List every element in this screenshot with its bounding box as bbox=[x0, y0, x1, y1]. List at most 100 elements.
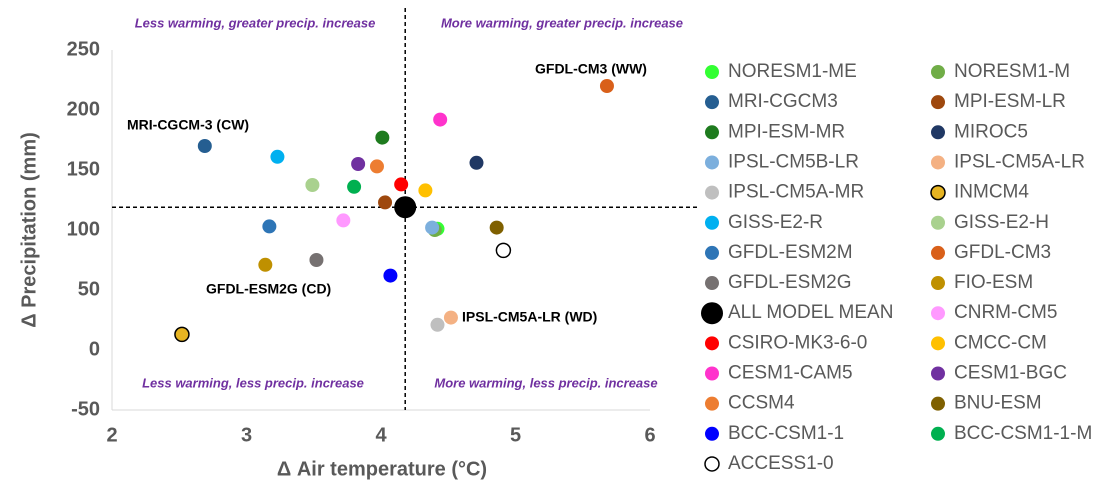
legend-label: MIROC5 bbox=[954, 121, 1028, 142]
point bbox=[197, 139, 212, 153]
legend-marker bbox=[705, 185, 719, 200]
legend-label: GFDL-ESM2G bbox=[728, 272, 852, 293]
point bbox=[174, 326, 190, 343]
legend-marker bbox=[705, 426, 719, 441]
legend-marker bbox=[931, 65, 945, 79]
point bbox=[495, 242, 512, 259]
point bbox=[305, 178, 320, 192]
legend-marker bbox=[931, 245, 945, 260]
legend-label: GFDL-CM3 bbox=[954, 242, 1051, 263]
legend-marker bbox=[931, 276, 945, 291]
x-tick-label: 6 bbox=[644, 424, 655, 446]
legend-marker bbox=[931, 155, 945, 170]
legend-marker bbox=[705, 245, 719, 260]
legend-marker bbox=[931, 215, 945, 230]
point bbox=[336, 213, 351, 228]
point bbox=[394, 196, 417, 219]
legend-marker bbox=[705, 366, 719, 381]
y-tick-label: 0 bbox=[89, 338, 100, 360]
legend-marker bbox=[701, 302, 723, 325]
point bbox=[270, 149, 285, 164]
legend-label: NORESM1-M bbox=[954, 61, 1070, 82]
point bbox=[369, 159, 384, 174]
point bbox=[394, 177, 409, 192]
legend-label: ALL MODEL MEAN bbox=[728, 302, 893, 323]
legend-label: NORESM1-ME bbox=[728, 61, 857, 82]
x-tick-label: 2 bbox=[106, 424, 117, 446]
legend-marker bbox=[931, 125, 945, 140]
annotation: IPSL-CM5A-LR (WD) bbox=[462, 309, 597, 325]
annotation: MRI-CGCM-3 (CW) bbox=[127, 117, 249, 133]
legend-label: MPI-ESM-MR bbox=[728, 121, 845, 142]
x-tick-label: 5 bbox=[510, 424, 521, 446]
legend-marker bbox=[705, 125, 719, 140]
point bbox=[443, 310, 458, 325]
legend-label: ACCESS1-0 bbox=[728, 453, 834, 474]
legend-marker bbox=[705, 155, 719, 170]
point bbox=[375, 130, 390, 145]
legend-marker bbox=[705, 95, 719, 110]
legend-marker bbox=[931, 306, 945, 321]
legend-label: MRI-CGCM3 bbox=[728, 91, 838, 112]
legend-marker bbox=[931, 336, 945, 351]
legend-label: GISS-E2-R bbox=[728, 212, 823, 233]
legend-marker bbox=[931, 396, 945, 411]
legend-marker bbox=[930, 184, 946, 201]
annotation: GFDL-CM3 (WW) bbox=[535, 61, 647, 77]
y-tick-label: 50 bbox=[78, 278, 100, 300]
legend-marker bbox=[705, 336, 719, 351]
legend-marker bbox=[705, 215, 719, 230]
annotation: GFDL-ESM2G (CD) bbox=[206, 281, 331, 297]
point bbox=[425, 220, 440, 235]
point bbox=[262, 219, 277, 234]
legend-label: CESM1-CAM5 bbox=[728, 363, 853, 384]
point bbox=[433, 112, 448, 127]
legend-label: GISS-E2-H bbox=[954, 212, 1049, 233]
legend-marker bbox=[931, 366, 945, 381]
legend-marker bbox=[931, 426, 945, 441]
point bbox=[258, 257, 273, 272]
quadrant-label: More warming, less precip. increase bbox=[434, 375, 657, 390]
point bbox=[469, 155, 484, 170]
legend-label: IPSL-CM5A-MR bbox=[728, 182, 864, 203]
legend-label: INMCM4 bbox=[954, 182, 1029, 203]
point bbox=[383, 268, 398, 283]
y-tick-label: 100 bbox=[67, 218, 100, 240]
point bbox=[351, 157, 366, 171]
y-tick-label: 200 bbox=[67, 98, 100, 120]
point bbox=[418, 183, 433, 198]
point bbox=[599, 79, 614, 93]
legend-marker bbox=[704, 456, 720, 472]
legend-label: CNRM-CM5 bbox=[954, 302, 1057, 323]
y-tick-label: -50 bbox=[71, 398, 100, 420]
legend-label: CCSM4 bbox=[728, 393, 795, 414]
y-axis-title: Δ Precipitation (mm) bbox=[18, 132, 40, 328]
point bbox=[309, 253, 324, 267]
legend-label: BCC-CSM1-1-M bbox=[954, 423, 1092, 444]
quadrant-label: Less warming, greater precip. increase bbox=[135, 15, 376, 30]
legend-label: MPI-ESM-LR bbox=[954, 91, 1066, 112]
x-tick-label: 4 bbox=[375, 424, 387, 446]
point bbox=[489, 220, 504, 235]
x-tick-label: 3 bbox=[241, 424, 252, 446]
point bbox=[430, 317, 445, 332]
legend-label: IPSL-CM5B-LR bbox=[728, 151, 859, 172]
legend-marker bbox=[705, 65, 719, 79]
legend-marker bbox=[931, 95, 945, 110]
legend-marker bbox=[705, 396, 719, 411]
legend-label: IPSL-CM5A-LR bbox=[954, 151, 1085, 172]
point bbox=[378, 195, 393, 210]
y-tick-label: 150 bbox=[67, 158, 100, 180]
legend-marker bbox=[705, 276, 719, 291]
legend-label: CMCC-CM bbox=[954, 332, 1047, 353]
point bbox=[347, 179, 362, 194]
legend-label: BCC-CSM1-1 bbox=[728, 423, 844, 444]
legend-label: FIO-ESM bbox=[954, 272, 1033, 293]
quadrant-label: Less warming, less precip. increase bbox=[142, 375, 364, 390]
legend-label: BNU-ESM bbox=[954, 393, 1042, 414]
y-tick-label: 250 bbox=[67, 38, 100, 60]
legend-label: GFDL-ESM2M bbox=[728, 242, 853, 263]
quadrant-label: More warming, greater precip. increase bbox=[441, 15, 683, 30]
x-axis-title: Δ Air temperature (°C) bbox=[277, 458, 487, 480]
